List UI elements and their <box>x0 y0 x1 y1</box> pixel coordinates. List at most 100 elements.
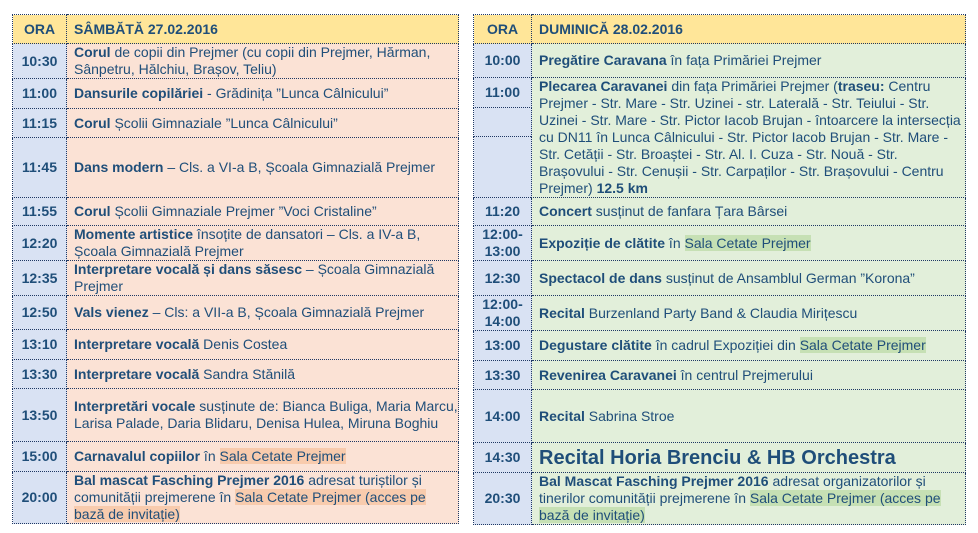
header-time: ORA <box>12 14 67 44</box>
schedule-row: 12:35 Interpretare vocală și dans săsesc … <box>12 260 459 296</box>
time-cell <box>473 107 532 138</box>
time-cell: 11:20 <box>473 197 532 226</box>
event-title: Corul <box>74 203 111 219</box>
schedule-row: 11:15 Corul Școlii Gimnaziale ”Lunca Câln… <box>12 108 459 138</box>
time-cell: 14:30 <box>473 442 532 473</box>
schedule-row: 13:10 Interpretare vocală Denis Costea <box>12 329 459 360</box>
schedule-row: 11:00 Dansurile copilăriei - Grădinița ”L… <box>12 78 459 109</box>
schedule-row: 14:30 Recital Horia Brenciu & HB Orchestr… <box>473 442 966 473</box>
event-description: Pregătire Caravana în fața Primăriei Pre… <box>531 43 966 78</box>
event-detail: de copii din Prejmer (cu copii din Prejm… <box>74 44 431 77</box>
event-description: Interpretări vocale susținute de: Bianca… <box>66 388 459 442</box>
event-detail: Sabrina Stroe <box>584 407 675 424</box>
schedule-row <box>473 107 966 138</box>
event-detail: Centru Prejmer - Str. Mare - Str. Uzinei… <box>539 78 961 196</box>
event-description: Bal Mascat Fasching Prejmer 2016 adresat… <box>531 472 966 525</box>
venue-highlight: Sala Cetate Prejmer <box>799 337 926 353</box>
schedule-row: 13:30 Revenirea Caravanei în centrul Prej… <box>473 360 966 390</box>
schedule-row: 11:55 Corul Școlii Gimnaziale Prejmer ”Vo… <box>12 197 459 226</box>
schedule-row: 13:50 Interpretări vocale susținute de: B… <box>12 388 459 442</box>
schedule-row: 15:00 Carnavalul copiilor în Sala Cetate … <box>12 441 459 472</box>
schedule-row: 11:00 Plecarea Caravanei din fața Primări… <box>473 76 966 198</box>
event-description: Revenirea Caravanei în centrul Prejmerul… <box>531 360 966 390</box>
time-cell: 11:00 <box>473 76 532 109</box>
event-detail: Școlii Gimnaziale ”Lunca Câlnicului” <box>110 114 338 131</box>
header-day-saturday: SÂMBĂTĂ 27.02.2016 <box>66 14 459 44</box>
event-title: 12.5 km <box>596 180 648 196</box>
event-title: Bal mascat Fasching Prejmer 2016 <box>74 472 305 488</box>
event-description: Corul Școlii Gimnaziale ”Lunca Câlniculu… <box>66 108 459 138</box>
event-description: Degustare clătite în cadrul Expoziției d… <box>531 330 966 361</box>
event-title: Corul <box>74 44 111 60</box>
event-title: Spectacol de dans <box>539 269 662 286</box>
time-cell: 20:30 <box>473 472 532 525</box>
saturday-schedule-table: ORA SÂMBĂTĂ 27.02.2016 10:30 Corul de cop… <box>12 14 459 524</box>
event-title: Interpretare vocală și dans săsesc <box>74 261 303 277</box>
venue-highlight: Sala Cetate Prejmer <box>684 234 811 251</box>
event-description: Corul Școlii Gimnaziale Prejmer ”Voci Cr… <box>66 197 459 226</box>
event-description: Interpretare vocală Denis Costea <box>66 329 459 360</box>
event-detail: în cadrul Expoziției din <box>651 337 800 353</box>
event-detail: în <box>665 234 685 251</box>
time-cell: 20:00 <box>12 471 67 524</box>
time-cell: 13:30 <box>473 360 532 390</box>
event-detail: - Grădinița ”Lunca Câlnicului” <box>203 85 389 101</box>
event-description: Dansurile copilăriei - Grădinița ”Lunca … <box>66 78 459 109</box>
event-detail: susținute de: Bianca Buliga, Maria Marcu… <box>74 398 458 431</box>
event-title: Dansurile copilăriei <box>74 85 204 101</box>
schedule-row: 13:00 Degustare clătite în cadrul Expoziț… <box>473 330 966 361</box>
time-cell: 12:35 <box>12 260 67 296</box>
event-title: Recital <box>539 304 585 321</box>
schedule-row: 10:30 Corul de copii din Prejmer (cu copi… <box>12 43 459 79</box>
event-detail: susținut de fanfara Țara Bârsei <box>591 203 788 219</box>
event-detail: – Cls. a VI-a B, Școala Gimnazială Prejm… <box>163 159 436 175</box>
event-title: Carnavalul copiilor <box>74 448 201 464</box>
event-title: Plecarea Caravanei <box>539 78 668 94</box>
schedule-row: 12:50 Vals vienez – Cls: a VII-a B, Școal… <box>12 295 459 330</box>
event-title: Pregătire Caravana <box>539 52 667 68</box>
time-cell: 11:55 <box>12 197 67 226</box>
time-cell: 10:30 <box>12 43 67 79</box>
event-title: Dans modern <box>74 159 164 175</box>
header-day-sunday: DUMINICĂ 28.02.2016 <box>531 14 966 44</box>
event-title: Expoziție de clătite <box>539 234 666 251</box>
event-description: Bal mascat Fasching Prejmer 2016 adresat… <box>66 471 459 524</box>
event-title: Interpretare vocală <box>74 365 200 382</box>
event-detail: susținut de Ansamblul German ”Korona” <box>661 269 915 286</box>
event-detail: însoțite de dansatori – Cls. a IV-a B, Ș… <box>74 226 421 259</box>
event-title: Corul <box>74 114 111 131</box>
schedule-row <box>473 136 966 198</box>
schedule-row: 12:20 Momente artistice însoțite de dansa… <box>12 225 459 261</box>
event-detail: adresat turiștilor și comunității prejme… <box>74 472 422 505</box>
schedule-row: 14:00 Recital Sabrina Stroe <box>473 389 966 443</box>
event-detail: Burzenland Party Band & Claudia Mirițesc… <box>584 304 858 321</box>
event-detail: Sandra Stănilă <box>199 365 296 382</box>
event-description: Dans modern – Cls. a VI-a B, Școala Gimn… <box>66 137 459 198</box>
time-cell: 14:00 <box>473 389 532 443</box>
event-description: Expoziție de clătite în Sala Cetate Prej… <box>531 225 966 261</box>
venue-highlight: Sala Cetate Prejmer <box>219 448 346 464</box>
schedule-row: 20:00 Bal mascat Fasching Prejmer 2016 ad… <box>12 471 459 524</box>
event-title: Degustare clătite <box>539 337 652 353</box>
event-detail: din fața Primăriei Prejmer ( <box>667 78 838 94</box>
event-detail: în fața Primăriei Prejmer <box>666 52 822 68</box>
event-title: Bal Mascat Fasching Prejmer 2016 <box>539 473 769 489</box>
event-title: Interpretări vocale <box>74 398 196 414</box>
event-title: Momente artistice <box>74 226 194 242</box>
time-cell: 12:00-14:00 <box>473 295 532 331</box>
time-cell: 10:00 <box>473 43 532 78</box>
event-description: Momente artistice însoțite de dansatori … <box>66 225 459 261</box>
header-time: ORA <box>473 14 532 44</box>
schedule-row: 11:45 Dans modern – Cls. a VI-a B, Școala… <box>12 137 459 198</box>
time-cell: 11:00 <box>12 78 67 109</box>
event-description: Recital Horia Brenciu & HB Orchestra <box>531 442 966 473</box>
event-description: Corul de copii din Prejmer (cu copii din… <box>66 43 459 79</box>
event-detail: adresat organizatorilor și tinerilor com… <box>539 473 926 506</box>
event-description: Plecarea Caravanei din fața Primăriei Pr… <box>531 77 966 198</box>
time-cell <box>473 136 532 198</box>
event-title: Revenirea Caravanei <box>539 366 677 383</box>
time-cell: 12:00-13:00 <box>473 225 532 261</box>
schedule-row: 11:20 Concert susținut de fanfara Țara Bâ… <box>473 197 966 226</box>
event-detail: – Școala Gimnazială Prejmer <box>74 261 435 294</box>
event-title: Interpretare vocală <box>74 336 200 352</box>
